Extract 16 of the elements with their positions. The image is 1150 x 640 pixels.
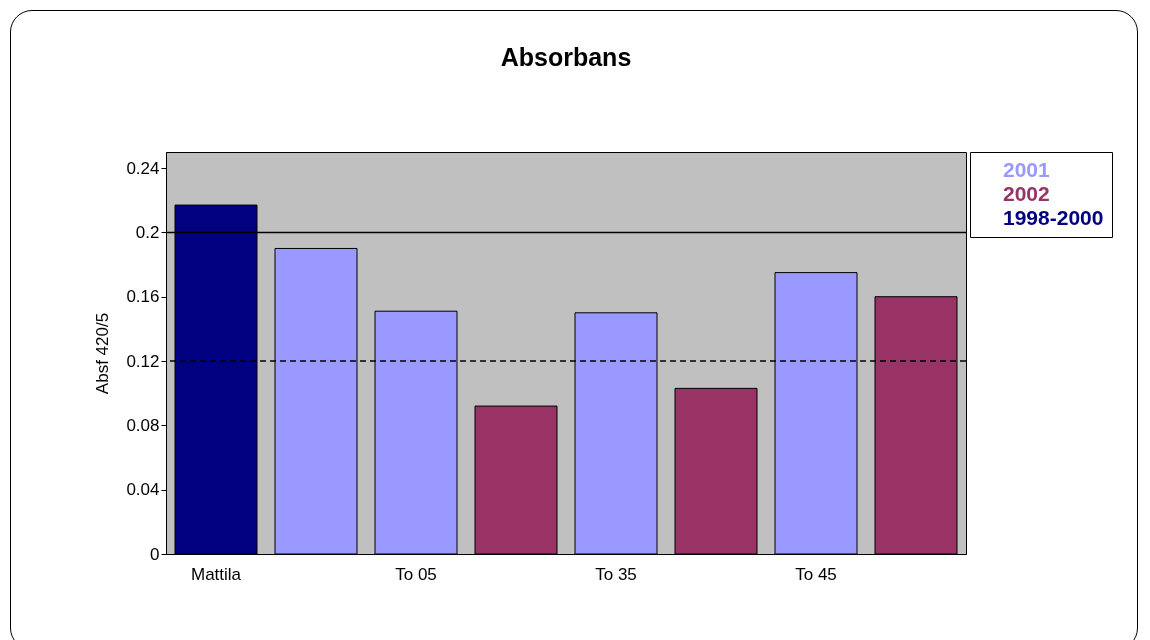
y-tick-label: 0.04 xyxy=(126,480,160,500)
chart-title: Absorbans xyxy=(500,42,632,71)
text: 1998-2000 xyxy=(1003,205,1104,229)
y-tick-label: 0.16 xyxy=(126,287,160,307)
y-tick-label: 0.12 xyxy=(126,351,160,371)
text: 2001 xyxy=(1003,157,1051,181)
y-tick-label: 0.08 xyxy=(126,415,160,435)
y-tick-label: 0 xyxy=(150,544,160,564)
x-tick-label: To 05 xyxy=(395,564,437,584)
y-tick-label: 0.2 xyxy=(135,222,160,242)
y-tick-label: 0.24 xyxy=(126,158,160,178)
y-axis-title: Absf 420/5 xyxy=(93,312,113,395)
x-tick-label: To 45 xyxy=(795,564,837,584)
text: 2002 xyxy=(1003,181,1050,205)
x-tick-label: To 35 xyxy=(595,564,637,584)
x-tick-label: Mattila xyxy=(190,564,242,584)
